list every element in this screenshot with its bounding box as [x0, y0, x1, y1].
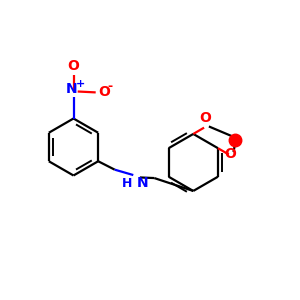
Text: N: N — [137, 176, 148, 190]
Text: N: N — [66, 82, 78, 96]
Text: O: O — [99, 85, 111, 99]
Text: O: O — [68, 59, 80, 73]
Text: O: O — [199, 111, 211, 125]
Text: H: H — [122, 176, 133, 190]
Text: O: O — [224, 147, 236, 161]
Text: +: + — [76, 80, 85, 89]
Text: -: - — [107, 80, 112, 93]
